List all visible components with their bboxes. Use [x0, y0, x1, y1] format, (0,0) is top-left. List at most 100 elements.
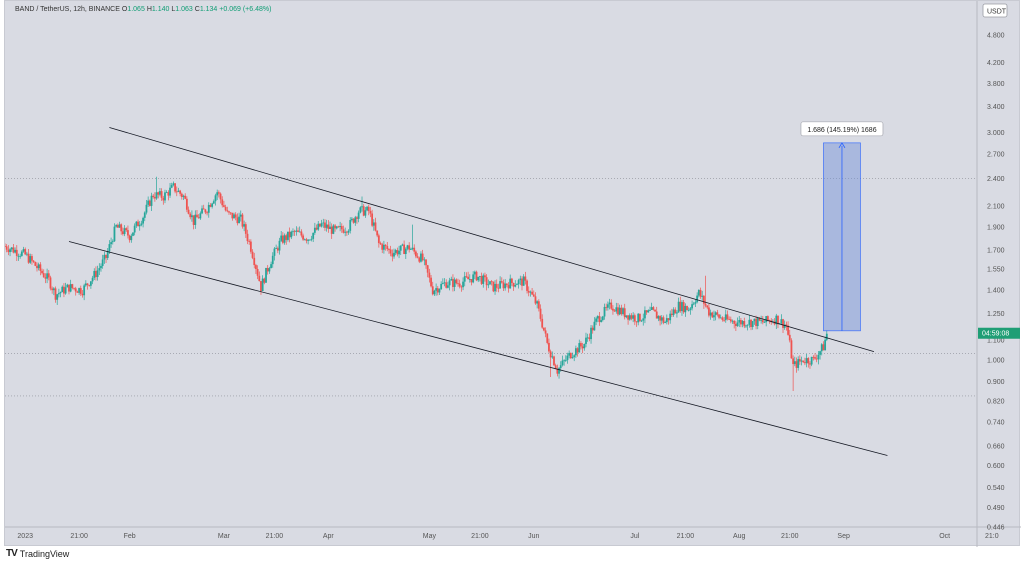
y-tick-label: 0.490 [987, 505, 1005, 512]
open-value: 1.065 [127, 6, 145, 13]
candle-body [194, 214, 197, 225]
candle-body [246, 233, 249, 242]
candle-body [111, 241, 114, 243]
candle-body [586, 337, 589, 339]
candle-body [553, 356, 555, 366]
candle-body [738, 320, 741, 323]
candle-body [613, 310, 616, 312]
candle-body [170, 185, 173, 188]
candle-body [817, 354, 820, 360]
candle-body [125, 228, 128, 231]
candle-body [376, 230, 379, 236]
candle-body [81, 293, 84, 296]
y-tick-label: 2.400 [987, 176, 1005, 183]
candle-body [504, 283, 507, 289]
candle-body [281, 235, 284, 243]
candle-body [510, 278, 513, 284]
candle-body [652, 307, 655, 310]
candle-body [199, 213, 202, 219]
candle-body [169, 187, 171, 196]
candle-body [701, 295, 704, 297]
candle-body [255, 265, 257, 269]
candle-body [148, 200, 151, 206]
candle-body [330, 226, 333, 234]
candle-body [676, 312, 678, 314]
candle-body [632, 315, 635, 319]
candle-body [556, 368, 559, 374]
candle-body [335, 226, 338, 229]
candle-body [490, 281, 493, 283]
candle-body [608, 302, 611, 305]
candle-body [564, 360, 567, 361]
candle-body [633, 315, 636, 322]
x-tick-label: Mar [218, 533, 231, 540]
candle-body [71, 284, 74, 288]
candle-body [374, 222, 377, 231]
candle-body [192, 215, 195, 225]
candle-body [745, 325, 747, 327]
candle-body [303, 239, 306, 241]
measure-label: 1.686 (145.19%) 1686 [807, 127, 876, 134]
measure-arrow-head-icon [838, 142, 846, 149]
candle-body [455, 279, 458, 284]
y-tick-label: 3.400 [987, 104, 1005, 111]
low-label: L [171, 6, 176, 13]
candle-body [753, 318, 756, 322]
candle-body [106, 251, 109, 258]
candle-body [822, 344, 825, 351]
candle-body [325, 224, 328, 228]
candle-body [654, 309, 656, 312]
candle-body [702, 295, 705, 304]
candle-body [682, 302, 685, 313]
y-tick-label: 1.900 [987, 224, 1005, 231]
candle-body [66, 284, 69, 288]
x-tick-label: 21:00 [677, 533, 695, 540]
candle-body [431, 286, 434, 295]
candle-body [601, 316, 604, 321]
candle-body [569, 352, 572, 359]
candle-body [187, 209, 190, 214]
candle-body [591, 327, 594, 331]
candle-body [127, 230, 129, 236]
candle-body [42, 273, 45, 278]
candle-body [659, 316, 661, 321]
x-tick-label: May [423, 533, 437, 540]
candle-body [322, 222, 325, 224]
candle-body [489, 281, 491, 285]
candle-body [379, 243, 382, 245]
candle-body [202, 208, 205, 210]
candle-body [88, 285, 91, 286]
candle-body [677, 301, 680, 313]
candle-body [797, 359, 800, 368]
candle-body [761, 320, 764, 323]
candle-body [462, 281, 464, 288]
candle-body [699, 289, 702, 297]
candle-body [708, 307, 710, 316]
candle-body [383, 244, 385, 250]
candle-body [549, 351, 552, 358]
candle-body [369, 211, 372, 214]
candle-body [499, 281, 502, 289]
last-price-label: 04:59:08 [982, 331, 1009, 338]
candle-body [229, 212, 232, 214]
candle-body [364, 210, 367, 216]
candle-body [746, 324, 749, 326]
candle-body [10, 247, 13, 250]
candle-body [347, 230, 350, 233]
candle-body [628, 315, 631, 320]
candle-body [724, 314, 727, 321]
candle-body [748, 319, 751, 325]
candle-body [310, 238, 313, 240]
tradingview-brand[interactable]: TV TradingView [6, 548, 69, 559]
candle-body [138, 224, 141, 227]
price-chart[interactable]: 5.4004.8004.2003.8003.4003.0002.7002.400… [5, 1, 1021, 547]
candle-body [258, 275, 261, 282]
candle-body [494, 283, 496, 292]
candle-body [692, 303, 695, 305]
channel-upper-line [109, 127, 875, 353]
candle-body [788, 334, 791, 341]
candle-body [780, 319, 783, 324]
candle-body [308, 239, 311, 241]
candle-body [519, 278, 522, 281]
candle-body [221, 199, 224, 206]
